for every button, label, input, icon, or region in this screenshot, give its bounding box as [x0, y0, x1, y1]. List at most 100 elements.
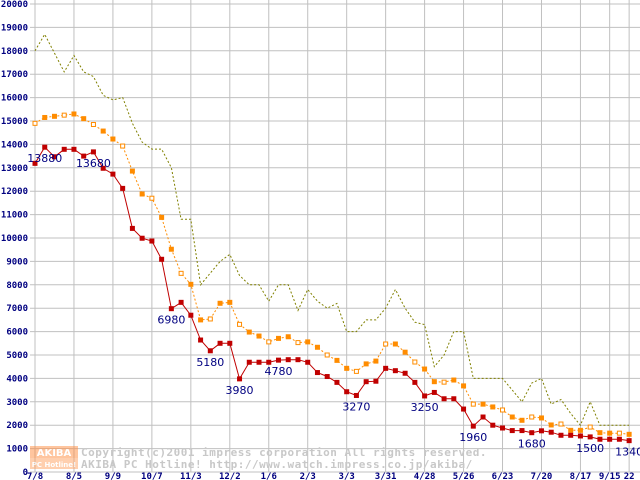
y-tick-label: 9000 [6, 257, 28, 267]
annotations: 13880 13680 6980 5180 3980 4780 3270 3250 1960 16… [27, 152, 640, 458]
value-annotation: 1680 [518, 438, 546, 451]
data-point-min [344, 389, 350, 395]
data-point-average [120, 143, 126, 149]
x-tick-label: 9/9 [105, 472, 121, 480]
logo-top-text: AKIBA [37, 448, 72, 459]
data-point-average [71, 111, 77, 117]
data-point-average [217, 300, 223, 306]
data-point-average [51, 113, 57, 119]
y-tick-label: 5000 [6, 351, 28, 361]
data-point-min [480, 414, 486, 420]
data-point-min [149, 238, 155, 244]
x-tick-label: 3/3 [339, 472, 355, 480]
data-point-average [470, 401, 476, 407]
y-tick-label: 3000 [6, 398, 28, 408]
akiba-logo: AKIBA PC Hotline! [30, 446, 78, 469]
y-tick-label: 14000 [1, 140, 28, 150]
data-point-min [500, 425, 506, 431]
data-point-min [616, 436, 622, 442]
logo-bottom-text: PC Hotline! [32, 461, 76, 469]
data-point-min [451, 396, 457, 402]
value-annotation: 1500 [576, 442, 604, 455]
y-tick-label: 16000 [1, 94, 28, 104]
data-point-average [100, 128, 106, 134]
data-point-average [353, 368, 359, 374]
data-point-min [490, 422, 496, 428]
data-point-min [422, 393, 428, 399]
data-point-average [597, 430, 603, 436]
y-tick-label: 12000 [1, 187, 28, 197]
data-point-min [51, 154, 57, 160]
y-tick-label: 8000 [6, 281, 28, 291]
data-point-min [129, 225, 135, 231]
data-point-min [334, 379, 340, 385]
grid [30, 0, 640, 473]
data-point-average [509, 414, 515, 420]
data-point-average [402, 349, 408, 355]
data-point-min [383, 365, 389, 371]
data-point-min [159, 256, 165, 262]
data-point-average [500, 407, 506, 413]
x-tick-label: 12/2 [219, 472, 241, 480]
data-point-average [207, 316, 213, 322]
data-point-average [577, 427, 583, 433]
x-tick-label: 7/20 [531, 472, 553, 480]
data-point-average [237, 321, 243, 327]
data-point-average [344, 365, 350, 371]
data-point-min [548, 429, 554, 435]
data-point-average [324, 352, 330, 358]
value-annotation: 3270 [342, 400, 370, 413]
x-tick-label: 22 [624, 472, 635, 480]
value-annotation: 13880 [27, 152, 62, 165]
data-point-min [71, 146, 77, 152]
watermark: AKIBA PC Hotline! Copyright(c)2001 impre… [30, 446, 487, 471]
data-point-average [42, 114, 48, 120]
data-point-average [295, 340, 301, 346]
data-point-min [509, 428, 515, 434]
data-point-average [558, 421, 564, 427]
data-point-average [568, 427, 574, 433]
y-tick-label: 6000 [6, 328, 28, 338]
data-point-min [373, 378, 379, 384]
data-point-average [305, 339, 311, 345]
data-point-min [285, 357, 291, 363]
series-layer [32, 33, 632, 444]
data-point-average [32, 120, 38, 126]
y-tick-label: 11000 [1, 211, 28, 221]
data-point-average [363, 361, 369, 367]
data-point-average [461, 383, 467, 389]
x-tick-label: 11/3 [180, 472, 202, 480]
data-point-average [538, 415, 544, 421]
data-point-min [402, 370, 408, 376]
data-point-min [597, 436, 603, 442]
x-tick-label: 7/8 [27, 472, 43, 480]
data-point-average [256, 333, 262, 339]
data-point-average [168, 246, 174, 252]
value-annotation: 4780 [265, 365, 293, 378]
data-point-average [198, 317, 204, 323]
data-point-average [607, 430, 613, 436]
value-annotation: 1960 [459, 431, 487, 444]
x-tick-label: 9/15 [599, 472, 621, 480]
data-point-average [81, 116, 87, 122]
data-point-average [149, 195, 155, 201]
data-point-min [558, 432, 564, 438]
data-point-average [246, 329, 252, 335]
data-point-min [353, 392, 359, 398]
data-point-average [276, 335, 281, 341]
data-point-average [451, 377, 457, 383]
y-tick-label: 0 [23, 468, 28, 478]
data-point-average [587, 424, 593, 430]
copyright-text: Copyright(c)2001 impress corporation All… [81, 446, 487, 459]
value-annotation: 13680 [76, 157, 111, 170]
data-point-min [90, 149, 96, 155]
series-line-max [34, 33, 630, 427]
data-point-min [110, 171, 116, 177]
x-tick-label: 8/17 [570, 472, 592, 480]
data-point-min [305, 359, 311, 365]
data-point-min [178, 299, 184, 305]
data-point-min [227, 340, 233, 346]
x-tick-label: 4/28 [414, 472, 436, 480]
